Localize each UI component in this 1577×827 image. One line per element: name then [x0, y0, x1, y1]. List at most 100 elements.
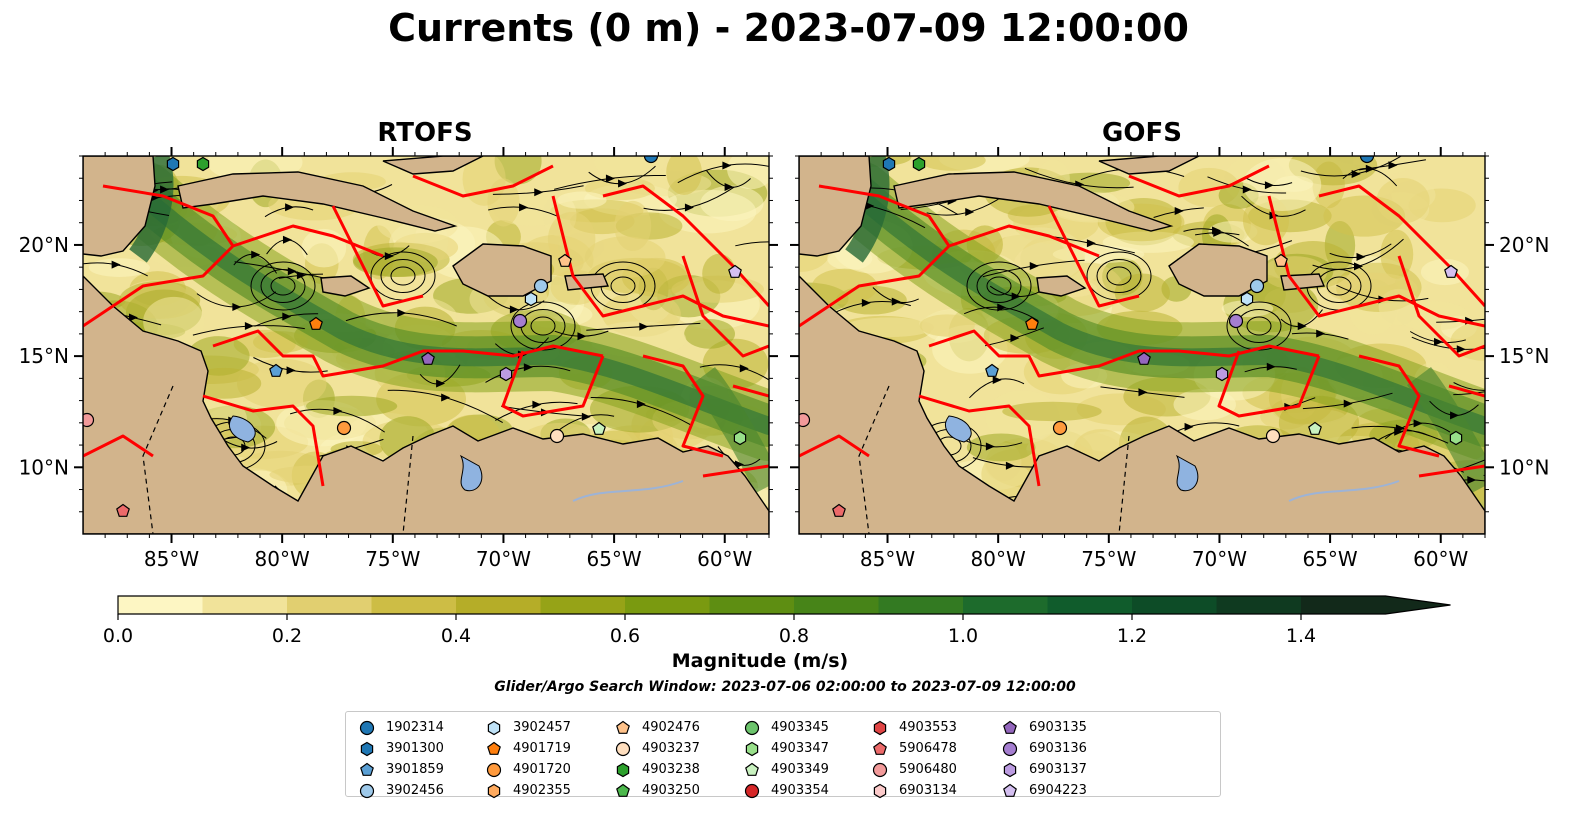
float-marker-1902314: [1359, 156, 1375, 164]
panel-title-gofs: GOFS: [1102, 118, 1182, 148]
legend-label: 5906478: [899, 741, 957, 756]
legend-marker-pentagon-icon: [873, 741, 887, 755]
colorbar-tick-label: 0.6: [610, 625, 640, 647]
float-marker-4901719: [309, 316, 323, 330]
y-tick-label: 20°N: [19, 233, 69, 257]
legend-marker-pentagon-icon: [616, 783, 630, 797]
float-marker-6904223: [728, 264, 742, 278]
float-marker-6904223: [1444, 264, 1458, 278]
colorbar-tick-label: 0.2: [272, 625, 302, 647]
legend-marker-hexagon-icon: [745, 741, 759, 756]
float-marker-3902457: [1240, 291, 1254, 307]
x-tick-label: 70°W: [1192, 547, 1247, 571]
colorbar-tick-label: 0.4: [441, 625, 471, 647]
legend-item: 3902457: [485, 717, 571, 738]
legend-marker-hexagon-icon: [487, 720, 501, 735]
legend-marker-circle-icon: [872, 762, 888, 777]
colorbar-scale: 0.0 0.2 0.4 0.6 0.8 1.0 1.2 1.4: [103, 595, 1451, 647]
float-marker-6903136: [1228, 313, 1244, 329]
legend-label: 6903136: [1029, 741, 1087, 756]
legend-marker-circle-icon: [615, 741, 631, 756]
float-marker-4903237: [549, 428, 565, 444]
float-marker-5906478: [832, 503, 846, 517]
legend-column: 4902476 4903237 4903238 4903250: [614, 717, 700, 801]
legend-column: 4903345 4903347 4903349 4903354: [743, 717, 829, 801]
float-marker-4903238: [196, 156, 210, 172]
float-markers: [799, 156, 1463, 517]
legend-item: 3902456: [358, 780, 444, 801]
map-frame: [798, 155, 1486, 535]
legend-item: 6903135: [1001, 717, 1087, 738]
float-marker-4901720: [336, 420, 352, 436]
x-tick-label: 60°W: [697, 547, 752, 571]
legend-marker-hexagon-icon: [360, 741, 374, 756]
legend-marker-hexagon-icon: [873, 783, 887, 798]
float-marker-3902456: [533, 278, 549, 294]
legend-label: 4903345: [771, 720, 829, 735]
y-tick-label: 15°N: [1499, 344, 1549, 368]
float-marker-4903347: [1449, 430, 1463, 446]
legend-label: 4902476: [642, 720, 700, 735]
legend-marker-circle-icon: [486, 762, 502, 777]
float-marker-4903349: [592, 421, 606, 435]
legend-label: 3901859: [386, 762, 444, 777]
legend-marker-pentagon-icon: [745, 762, 759, 776]
colorbar-label: Magnitude (m/s): [671, 650, 849, 672]
legend-item: 4901720: [485, 759, 571, 780]
legend-item: 4903238: [614, 759, 700, 780]
legend-label: 4902355: [513, 783, 571, 798]
float-marker-4903347: [733, 430, 747, 446]
legend-item: 6904223: [1001, 780, 1087, 801]
colorbar-tick-label: 1.4: [1286, 625, 1316, 647]
float-markers: [83, 156, 747, 517]
legend-marker-circle-icon: [1002, 741, 1018, 756]
float-legend: 1902314 3901300 3901859 3902456 3902457 49017…: [345, 711, 1221, 798]
y-tick-label: 10°N: [19, 455, 69, 479]
float-marker-6903136: [512, 313, 528, 329]
y-tick-label: 15°N: [19, 344, 69, 368]
map-frame: [82, 155, 770, 535]
legend-item: 4903345: [743, 717, 829, 738]
legend-label: 1902314: [386, 720, 444, 735]
legend-label: 4903250: [642, 783, 700, 798]
legend-item: 4903237: [614, 738, 700, 759]
legend-column: 3902457 4901719 4901720 4902355: [485, 717, 571, 801]
legend-item: 3901859: [358, 759, 444, 780]
x-tick-label: 75°W: [1081, 547, 1136, 571]
legend-label: 6904223: [1029, 783, 1087, 798]
legend-item: 4902355: [485, 780, 571, 801]
x-tick-label: 65°W: [586, 547, 641, 571]
float-marker-3902457: [524, 291, 538, 307]
legend-label: 6903137: [1029, 762, 1087, 777]
legend-item: 3901300: [358, 738, 444, 759]
legend-marker-circle-icon: [744, 783, 760, 798]
float-marker-4901719: [1025, 316, 1039, 330]
land: [799, 156, 1485, 534]
legend-label: 4903553: [899, 720, 957, 735]
legend-label: 4903354: [771, 783, 829, 798]
float-marker-6903137: [1215, 366, 1229, 382]
colorbar-tick-label: 1.0: [948, 625, 978, 647]
search-window-text: Glider/Argo Search Window: 2023-07-06 02…: [494, 679, 1076, 695]
x-tick-label: 75°W: [365, 547, 420, 571]
panel-title-rtofs: RTOFS: [377, 118, 473, 148]
legend-label: 3901300: [386, 741, 444, 756]
legend-item: 5906478: [871, 738, 957, 759]
float-marker-5906480: [83, 412, 95, 428]
colorbar-tick-label: 1.2: [1117, 625, 1147, 647]
legend-column: 6903135 6903136 6903137 6904223: [1001, 717, 1087, 801]
legend-marker-circle-icon: [359, 720, 375, 735]
legend-label: 4901719: [513, 741, 571, 756]
x-tick-label: 85°W: [860, 547, 915, 571]
legend-marker-pentagon-icon: [1003, 720, 1017, 734]
page-title: Currents (0 m) - 2023-07-09 12:00:00: [388, 6, 1189, 50]
x-tick-label: 60°W: [1413, 547, 1468, 571]
legend-item: 6903136: [1001, 738, 1087, 759]
map-panels: 85°W 80°W 75°W 70°W 65°W 60°W20°N15°N10°N85°W…: [19, 147, 1549, 571]
legend-marker-hexagon-icon: [1003, 762, 1017, 777]
legend-label: 4903238: [642, 762, 700, 777]
legend-label: 4903237: [642, 741, 700, 756]
y-tick-label: 10°N: [1499, 455, 1549, 479]
legend-column: 4903553 5906478 5906480 6903134: [871, 717, 957, 801]
colorbar-tick-label: 0.8: [779, 625, 809, 647]
